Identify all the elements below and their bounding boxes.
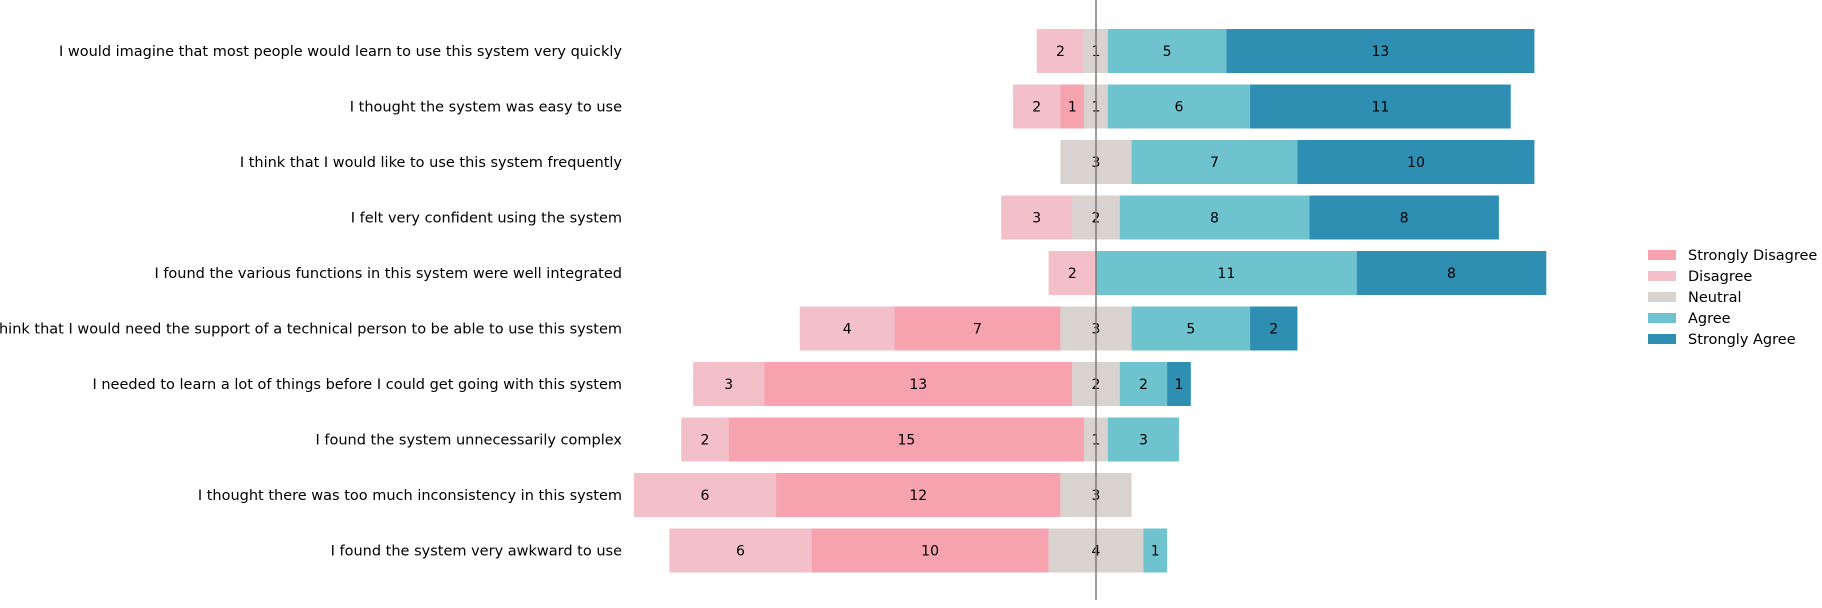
bar-q10-disagree — [669, 528, 812, 573]
bar-q7-agree — [1119, 362, 1168, 406]
bar-q5-agree — [1096, 251, 1357, 295]
question-label: I found the system unnecessarily complex — [315, 433, 622, 449]
legend-swatch-agree — [1648, 313, 1676, 323]
question-labels-group: I would imagine that most people would l… — [0, 44, 622, 560]
bar-q9-disagree — [633, 473, 777, 517]
bar-q8-agree — [1107, 417, 1179, 462]
legend-swatch-neutral — [1648, 292, 1676, 302]
bar-q2-strongly-disagree — [1060, 84, 1085, 129]
value-label-q8-agree: 3 — [1139, 433, 1148, 449]
question-label: I thought the system was easy to use — [350, 100, 622, 116]
value-label-q2-strongly-disagree: 1 — [1068, 100, 1077, 116]
value-label-q9-disagree: 6 — [700, 488, 709, 504]
bar-q6-agree — [1131, 306, 1251, 351]
bar-q3-strongly-agree — [1297, 140, 1535, 184]
value-label-q2-disagree: 2 — [1032, 100, 1041, 116]
question-label: I think that I would need the support of… — [0, 322, 622, 338]
legend-swatch-strongly-agree — [1648, 334, 1676, 344]
value-label-q3-agree: 7 — [1210, 155, 1219, 171]
bar-q2-strongly-agree — [1250, 84, 1511, 129]
bar-q6-disagree — [799, 306, 895, 351]
bars-group — [633, 29, 1547, 573]
bar-q5-strongly-agree — [1356, 251, 1547, 295]
value-label-q10-disagree: 6 — [736, 544, 745, 560]
bar-q10-strongly-disagree — [811, 528, 1049, 573]
value-label-q1-disagree: 2 — [1056, 44, 1065, 60]
value-label-q6-agree: 5 — [1186, 322, 1195, 338]
value-label-q8-disagree: 2 — [700, 433, 709, 449]
value-label-q8-strongly-disagree: 15 — [897, 433, 915, 449]
value-label-q7-agree: 2 — [1139, 377, 1148, 393]
bar-q7-strongly-agree — [1167, 362, 1191, 406]
bar-q7-disagree — [693, 362, 765, 406]
segment-labels-group: 2151321161137103288211847352313221215136… — [700, 44, 1455, 560]
value-label-q7-strongly-agree: 1 — [1174, 377, 1183, 393]
legend: Strongly Disagree Disagree Neutral Agree Str… — [1648, 248, 1817, 348]
bar-q4-strongly-agree — [1309, 195, 1499, 240]
question-label: I would imagine that most people would l… — [59, 44, 622, 60]
bar-q8-disagree — [681, 417, 729, 462]
value-label-q5-disagree: 2 — [1068, 266, 1077, 282]
legend-label-strongly-disagree: Strongly Disagree — [1688, 248, 1817, 264]
bar-q3-agree — [1131, 140, 1298, 184]
value-label-q2-strongly-agree: 11 — [1371, 100, 1389, 116]
bar-q2-agree — [1107, 84, 1251, 129]
value-label-q1-strongly-agree: 13 — [1371, 44, 1389, 60]
value-label-q4-strongly-agree: 8 — [1400, 211, 1409, 227]
question-label: I found the system very awkward to use — [331, 544, 622, 560]
value-label-q3-strongly-agree: 10 — [1407, 155, 1425, 171]
value-label-q10-agree: 1 — [1151, 544, 1160, 560]
bar-q1-strongly-agree — [1226, 29, 1535, 73]
bar-q4-disagree — [1001, 195, 1073, 240]
question-label: I think that I would like to use this sy… — [240, 155, 623, 171]
bar-q7-strongly-disagree — [764, 362, 1073, 406]
bar-q6-strongly-disagree — [894, 306, 1061, 351]
bar-q6-strongly-agree — [1250, 306, 1298, 351]
value-label-q6-disagree: 4 — [843, 322, 852, 338]
bar-q1-disagree — [1036, 29, 1085, 73]
bar-q4-agree — [1119, 195, 1310, 240]
value-label-q4-agree: 8 — [1210, 211, 1219, 227]
value-label-q6-strongly-agree: 2 — [1269, 322, 1278, 338]
question-label: I felt very confident using the system — [351, 211, 622, 227]
value-label-q10-strongly-disagree: 10 — [921, 544, 939, 560]
legend-label-neutral: Neutral — [1688, 290, 1742, 306]
value-label-q5-strongly-agree: 8 — [1447, 266, 1456, 282]
legend-swatch-strongly-disagree — [1648, 250, 1676, 260]
bar-q9-strongly-disagree — [776, 473, 1061, 517]
bar-q1-agree — [1107, 29, 1227, 73]
question-label: I thought there was too much inconsisten… — [198, 488, 622, 504]
question-label: I needed to learn a lot of things before… — [92, 377, 622, 393]
value-label-q7-strongly-disagree: 13 — [909, 377, 927, 393]
value-label-q4-disagree: 3 — [1032, 211, 1041, 227]
legend-label-strongly-agree: Strongly Agree — [1688, 332, 1796, 348]
legend-label-agree: Agree — [1688, 311, 1731, 327]
value-label-q1-agree: 5 — [1163, 44, 1172, 60]
value-label-q7-disagree: 3 — [724, 377, 733, 393]
bar-q2-disagree — [1013, 84, 1061, 129]
question-label: I found the various functions in this sy… — [154, 266, 622, 282]
value-label-q5-agree: 11 — [1217, 266, 1235, 282]
legend-swatch-disagree — [1648, 271, 1676, 281]
bar-q10-agree — [1143, 528, 1168, 573]
legend-label-disagree: Disagree — [1688, 269, 1752, 285]
value-label-q9-strongly-disagree: 12 — [909, 488, 927, 504]
bar-q5-disagree — [1048, 251, 1096, 295]
value-label-q6-strongly-disagree: 7 — [973, 322, 982, 338]
bar-q8-strongly-disagree — [728, 417, 1085, 462]
value-label-q2-agree: 6 — [1174, 100, 1183, 116]
